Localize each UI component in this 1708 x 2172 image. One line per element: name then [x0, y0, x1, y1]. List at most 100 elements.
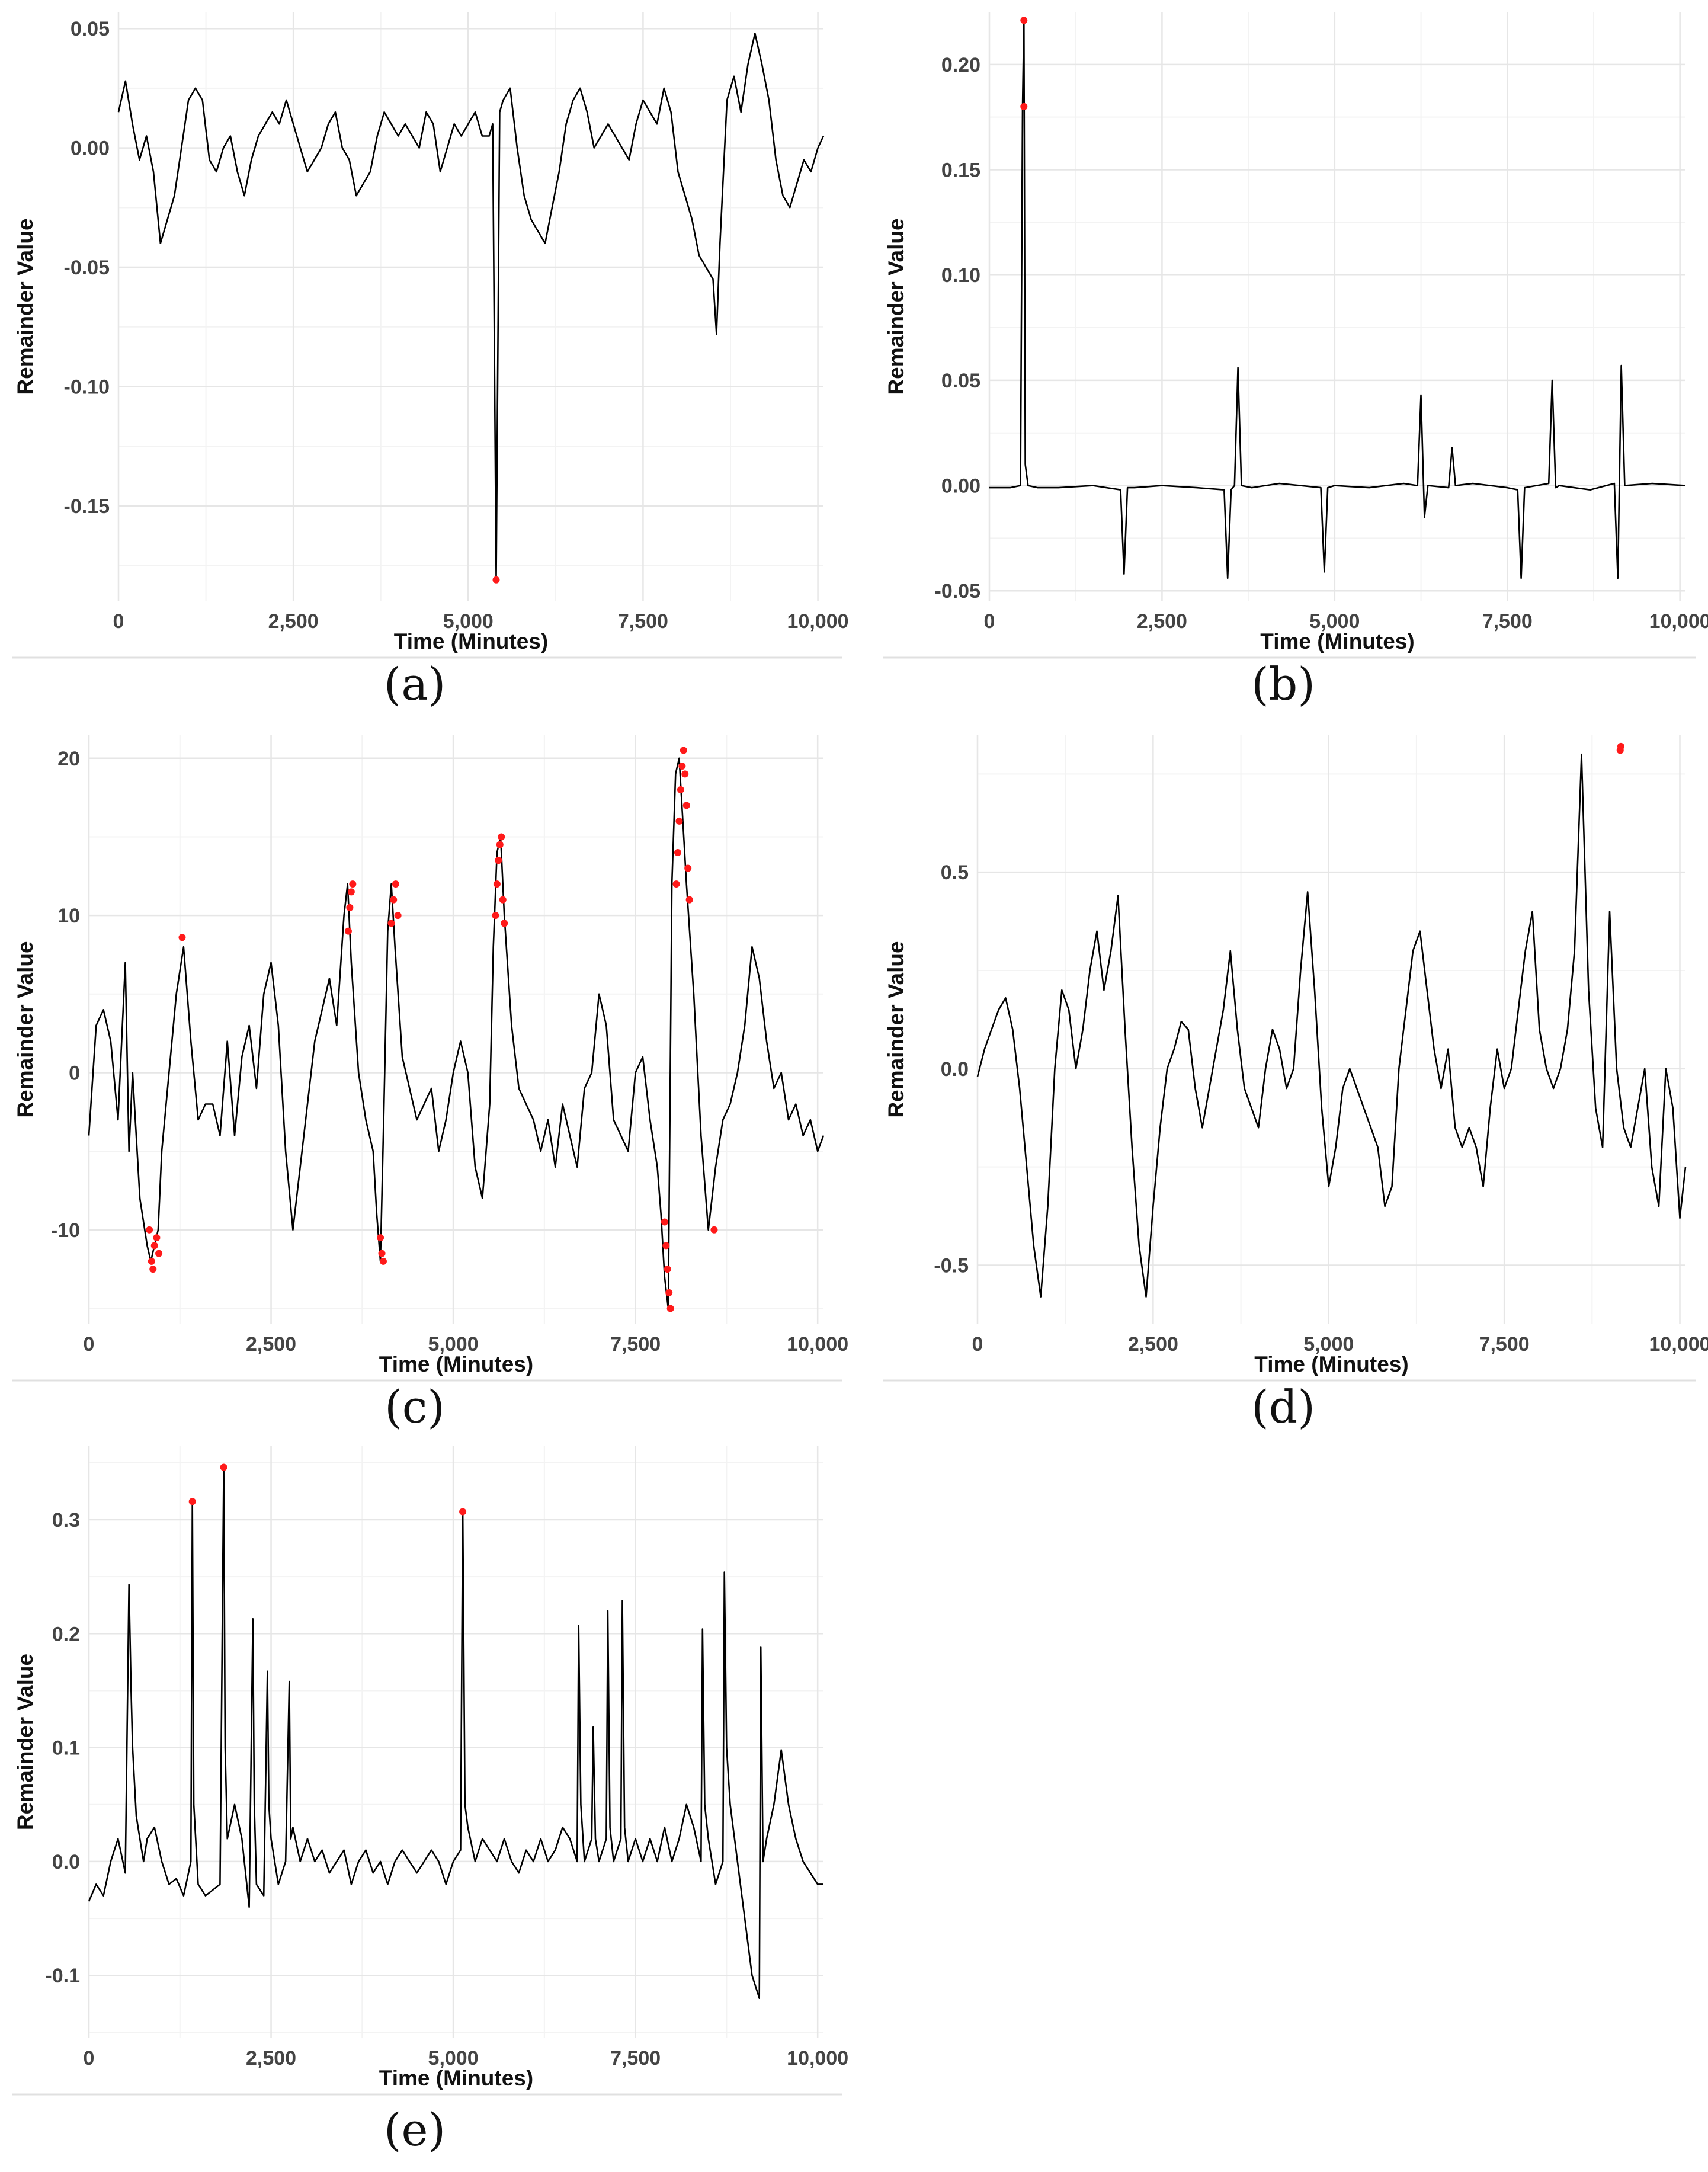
anomaly-point	[681, 770, 689, 778]
anomaly-point	[678, 763, 686, 770]
x-tick-label: 0	[84, 2047, 95, 2070]
x-tick-label: 5,000	[428, 2047, 479, 2070]
anomaly-point	[390, 896, 398, 904]
minor-grid	[989, 12, 1685, 601]
anomaly-point	[153, 1234, 161, 1242]
anomaly-point	[459, 1508, 467, 1516]
anomaly-point	[1020, 102, 1028, 110]
x-tick-label: 5,000	[428, 1333, 479, 1356]
y-tick-label: 0.10	[941, 264, 980, 287]
y-tick-label: -0.05	[935, 580, 981, 603]
x-axis-title: Time (Minutes)	[379, 2066, 533, 2090]
anomaly-point	[680, 747, 687, 754]
major-grid	[88, 735, 823, 1324]
anomaly-point	[378, 1250, 386, 1257]
anomaly-point	[392, 880, 399, 888]
anomaly-point	[1617, 742, 1624, 750]
anomaly-point	[499, 896, 507, 904]
anomaly-point	[148, 1257, 155, 1265]
anomaly-point	[684, 864, 692, 872]
x-tick-label: 0	[113, 610, 124, 633]
anomaly-point	[492, 912, 499, 920]
y-tick-label: 0.0	[941, 1058, 969, 1081]
anomaly-point	[387, 920, 395, 927]
anomaly-point	[150, 1242, 158, 1250]
anomaly-point	[349, 880, 357, 888]
x-tick-label: 7,500	[610, 1333, 661, 1356]
y-tick-label: 10	[57, 905, 80, 927]
chart-d: 0 2,500 5,000 7,500 10,000 -0.5 0.0 0.5 Time (Mi…	[883, 735, 1708, 1382]
y-tick-label: -0.15	[64, 495, 110, 518]
y-tick-label: 0.3	[52, 1509, 80, 1532]
panel-b: 0 2,500 5,000 7,500 10,000 -0.05 0.00 0.05 0.10 0…	[871, 0, 1708, 710]
x-tick-label: 10,000	[1649, 610, 1708, 633]
anomaly-point	[501, 920, 508, 927]
x-tick-label: 2,500	[246, 2047, 296, 2070]
y-tick-label: -0.05	[64, 257, 110, 279]
anomaly-point	[347, 888, 355, 896]
series-line	[976, 753, 1687, 1298]
x-tick-label: 2,500	[1137, 610, 1187, 633]
x-tick-label: 10,000	[787, 1333, 848, 1356]
anomaly-point	[493, 880, 501, 888]
x-tick-label: 7,500	[618, 610, 668, 633]
y-tick-label: -0.10	[64, 376, 110, 398]
x-axis-title: Time (Minutes)	[1254, 1352, 1408, 1376]
panel-e: 0 2,500 5,000 7,500 10,000 -0.1 0.0 0.1 0.2 0.3 Ti…	[0, 1440, 854, 2172]
anomaly-point	[220, 1463, 227, 1471]
x-axis-title: Time (Minutes)	[1260, 629, 1414, 653]
x-axis-title: Time (Minutes)	[394, 629, 548, 653]
y-tick-label: 0.20	[941, 54, 980, 76]
y-tick-label: 0.5	[941, 861, 969, 884]
x-tick-label: 0	[84, 1333, 95, 1356]
x-tick-label: 7,500	[610, 2047, 661, 2070]
y-tick-label: 0.05	[941, 370, 980, 392]
y-tick-label: 0.15	[941, 159, 980, 182]
anomaly-point	[685, 896, 693, 904]
x-tick-label: 10,000	[1649, 1333, 1708, 1356]
caption-b: (b)	[1251, 658, 1315, 710]
x-tick-label: 5,000	[1303, 1333, 1354, 1356]
anomaly-point	[1020, 17, 1028, 24]
panel-d: 0 2,500 5,000 7,500 10,000 -0.5 0.0 0.5 Time (Mi…	[871, 723, 1708, 1433]
y-tick-label: -0.5	[934, 1255, 969, 1277]
x-tick-label: 2,500	[1128, 1333, 1178, 1356]
minor-grid	[118, 12, 823, 601]
x-axis-title: Time (Minutes)	[379, 1352, 533, 1376]
x-tick-label: 2,500	[246, 1333, 296, 1356]
anomaly-point	[672, 880, 680, 888]
anomaly-point	[155, 1250, 163, 1257]
y-tick-label: 0.00	[71, 137, 110, 160]
chart-a: 0 2,500 5,000 7,500 10,000 -0.15 -0.10 -0.05 0.0…	[12, 12, 849, 659]
anomaly-point	[178, 934, 186, 941]
y-axis-title: Remainder Value	[13, 941, 37, 1117]
minor-grid	[89, 1446, 823, 2038]
x-tick-label: 10,000	[787, 610, 849, 633]
y-axis-title: Remainder Value	[884, 218, 908, 395]
y-tick-label: 0.05	[71, 18, 110, 40]
y-axis-title: Remainder Value	[884, 941, 908, 1117]
anomaly-point	[149, 1266, 157, 1273]
x-tick-label: 5,000	[1309, 610, 1360, 633]
anomaly-point	[661, 1218, 668, 1226]
series-line	[989, 19, 1686, 579]
anomaly-point	[677, 786, 684, 793]
y-axis-title: Remainder Value	[13, 1654, 37, 1830]
y-tick-label: 0.1	[52, 1737, 80, 1760]
x-tick-label: 7,500	[1479, 1333, 1530, 1356]
x-tick-label: 0	[984, 610, 995, 633]
anomaly-point	[662, 1242, 670, 1250]
y-tick-label: -0.1	[45, 1965, 80, 1987]
anomaly-point	[344, 927, 352, 935]
x-tick-label: 7,500	[1482, 610, 1533, 633]
y-tick-label: 20	[57, 748, 80, 770]
anomaly-point	[665, 1289, 673, 1296]
y-tick-label: 0.2	[52, 1623, 80, 1645]
panel-c: 0 2,500 5,000 7,500 10,000 -10 0 10 20 Time (Minu…	[0, 723, 854, 1433]
y-tick-label: 0	[69, 1062, 80, 1084]
anomaly-point	[674, 849, 681, 856]
anomaly-point	[188, 1498, 196, 1505]
anomaly-point	[666, 1305, 674, 1312]
anomaly-point	[379, 1257, 387, 1265]
chart-c: 0 2,500 5,000 7,500 10,000 -10 0 10 20 Time (Minu…	[12, 735, 848, 1382]
